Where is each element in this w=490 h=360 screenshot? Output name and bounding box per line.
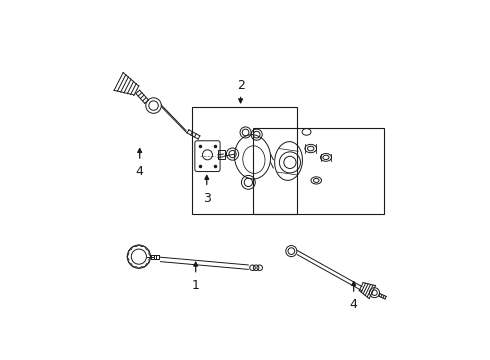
Bar — [219, 150, 224, 159]
Bar — [252, 128, 384, 214]
Text: 1: 1 — [192, 279, 199, 292]
Text: 3: 3 — [203, 192, 211, 204]
Text: 2: 2 — [237, 79, 245, 92]
Text: 4: 4 — [350, 298, 358, 311]
Bar — [192, 107, 297, 214]
Text: 4: 4 — [136, 165, 144, 178]
